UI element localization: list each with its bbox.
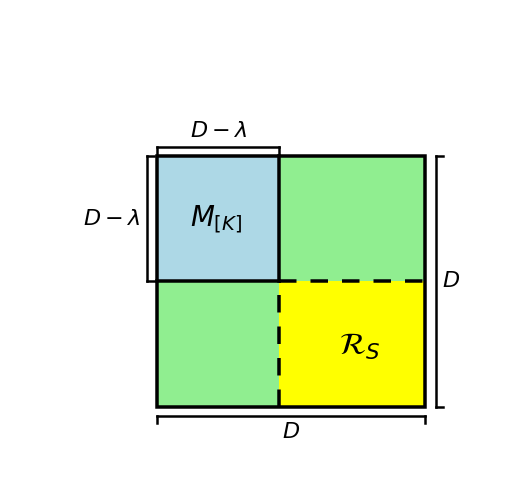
Text: $D$: $D$ [282,420,300,442]
Bar [157,282,279,406]
Text: $M_{[K]}$: $M_{[K]}$ [190,203,242,235]
Text: $D-\lambda$: $D-\lambda$ [84,208,140,230]
Text: $D$: $D$ [442,270,460,292]
Text: $D-\lambda$: $D-\lambda$ [189,120,247,142]
Bar [279,156,425,282]
Bar [279,282,425,406]
Text: $\mathcal{R}_S$: $\mathcal{R}_S$ [339,331,380,362]
Bar [157,156,425,406]
Bar [157,156,279,282]
